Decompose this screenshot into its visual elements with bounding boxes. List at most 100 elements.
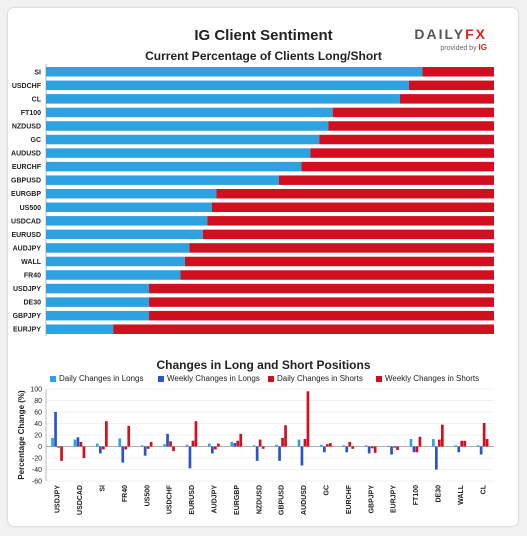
long-bar-cl	[46, 94, 400, 104]
changes-category-label: FR40	[122, 485, 129, 502]
sentiment-category-label: GBPUSD	[11, 178, 41, 185]
daily-short-bar-us500	[146, 446, 150, 449]
daily-long-bar-eurchf	[342, 445, 346, 447]
changes-category-label: USDJPY	[55, 485, 62, 513]
weekly-long-bar-usdchf	[166, 433, 169, 447]
weekly-long-bar-audjpy	[211, 446, 214, 454]
changes-legend: Daily Changes in Longs Weekly Changes in…	[0, 374, 527, 386]
daily-long-bar-fr40	[118, 438, 122, 447]
changes-y-tick-label: 60	[34, 410, 42, 417]
daily-long-bar-gbpusd	[275, 444, 278, 447]
weekly-long-bar-usdjpy	[54, 412, 57, 447]
changes-y-tick-label: 40	[34, 421, 42, 428]
legend-daily-shorts: Daily Changes in Shorts	[268, 374, 363, 383]
weekly-long-bar-eurjpy	[390, 446, 393, 455]
short-bar-gbpjpy	[149, 310, 495, 321]
daily-long-bar-audusd	[297, 439, 301, 447]
daily-long-bar-usdchf	[163, 444, 166, 447]
short-bar-gbpusd	[278, 175, 494, 185]
short-bar-si	[422, 67, 494, 77]
daily-short-bar-si	[102, 446, 105, 450]
changes-category-label: GBPUSD	[279, 485, 286, 515]
sentiment-category-label: GBPJPY	[13, 313, 42, 320]
short-bar-usdcad	[207, 216, 494, 226]
sentiment-category-label: EURJPY	[13, 327, 41, 334]
weekly-long-bar-audusd	[300, 446, 304, 466]
logo-text-main: DAILY	[414, 26, 466, 42]
sentiment-category-label: DE30	[23, 300, 41, 307]
daily-long-bar-usdcad	[73, 439, 77, 447]
long-bar-eurjpy	[46, 324, 114, 334]
daily-short-bar-usdcad	[79, 441, 83, 447]
daily-short-bar-usdchf	[169, 441, 172, 447]
daily-short-bar-eurchf	[348, 441, 352, 447]
weekly-long-bar-eurgbp	[233, 443, 237, 447]
weekly-short-bar-cl	[485, 439, 489, 447]
weekly-long-bar-si	[99, 446, 102, 454]
weekly-short-bar-de30	[441, 424, 444, 447]
sentiment-category-label: NZDUSD	[12, 123, 41, 130]
short-bar-cl	[399, 94, 494, 104]
long-bar-eurchf	[46, 161, 302, 172]
long-bar-audjpy	[46, 243, 190, 253]
daily-short-bar-nzdusd	[258, 439, 262, 447]
changes-category-label: AUDUSD	[301, 485, 308, 515]
changes-y-tick-label: -60	[32, 479, 42, 486]
logo-subtitle: provided by IG	[414, 43, 487, 52]
weekly-short-bar-gc	[329, 443, 332, 447]
logo-sub-text: provided by	[440, 45, 477, 52]
daily-short-bar-de30	[438, 439, 441, 447]
daily-long-bar-nzdusd	[252, 445, 256, 447]
daily-long-bar-eurgbp	[230, 441, 234, 447]
changes-category-label: GC	[324, 485, 331, 496]
long-bar-usdcad	[46, 216, 208, 226]
weekly-long-bar-eurusd	[188, 446, 192, 469]
logo-text-accent: FX	[465, 26, 487, 42]
daily-short-bar-audjpy	[214, 446, 217, 450]
weekly-short-bar-usdchf	[172, 446, 175, 452]
long-bar-audusd	[46, 148, 311, 158]
short-bar-us500	[211, 202, 494, 213]
sentiment-category-label: GC	[31, 137, 42, 144]
short-bar-audjpy	[189, 243, 495, 253]
weekly-long-bar-cl	[479, 446, 483, 455]
daily-short-bar-eurgbp	[236, 440, 240, 447]
changes-category-label: GBPJPY	[368, 485, 375, 514]
legend-swatch-daily-shorts	[268, 375, 274, 382]
changes-category-label: NZDUSD	[256, 485, 263, 514]
weekly-short-bar-eurjpy	[396, 446, 399, 450]
changes-category-label: USDCAD	[77, 485, 84, 515]
sentiment-chart-title: Current Percentage of Clients Long/Short	[145, 49, 382, 63]
long-bar-de30	[46, 297, 150, 307]
sentiment-category-label: FT100	[21, 110, 41, 117]
sentiment-category-label: AUDUSD	[11, 151, 41, 158]
long-bar-nzdusd	[46, 121, 329, 131]
daily-short-bar-gbpjpy	[370, 446, 374, 449]
daily-long-bar-usdjpy	[51, 437, 54, 447]
sentiment-category-label: AUDJPY	[13, 245, 42, 252]
sentiment-category-label: EURUSD	[11, 232, 41, 239]
weekly-long-bar-gbpusd	[278, 446, 281, 461]
daily-long-bar-cl	[476, 445, 480, 447]
sentiment-category-label: USDCAD	[11, 218, 41, 225]
changes-chart-title: Changes in Long and Short Positions	[156, 358, 371, 372]
long-bar-ft100	[46, 107, 333, 118]
sentiment-category-label: US500	[20, 205, 42, 212]
sentiment-category-label: CL	[32, 96, 42, 103]
logo-wordmark: DAILYFX	[414, 26, 487, 42]
short-bar-eurchf	[301, 161, 494, 172]
weekly-long-bar-fr40	[121, 446, 125, 463]
changes-category-label: EURCHF	[346, 484, 353, 514]
weekly-long-bar-nzdusd	[255, 446, 259, 461]
short-bar-nzdusd	[328, 121, 494, 131]
changes-category-label: AUDJPY	[212, 485, 219, 514]
daily-long-bar-eurjpy	[387, 445, 390, 447]
changes-y-tick-label: 0	[38, 444, 42, 451]
changes-y-tick-label: 20	[34, 433, 42, 440]
daily-long-bar-eurusd	[185, 444, 189, 447]
changes-category-label: USDCHF	[167, 484, 174, 514]
weekly-short-bar-eurgbp	[239, 433, 243, 447]
daily-short-bar-cl	[482, 422, 486, 447]
weekly-short-bar-usdjpy	[60, 446, 63, 461]
